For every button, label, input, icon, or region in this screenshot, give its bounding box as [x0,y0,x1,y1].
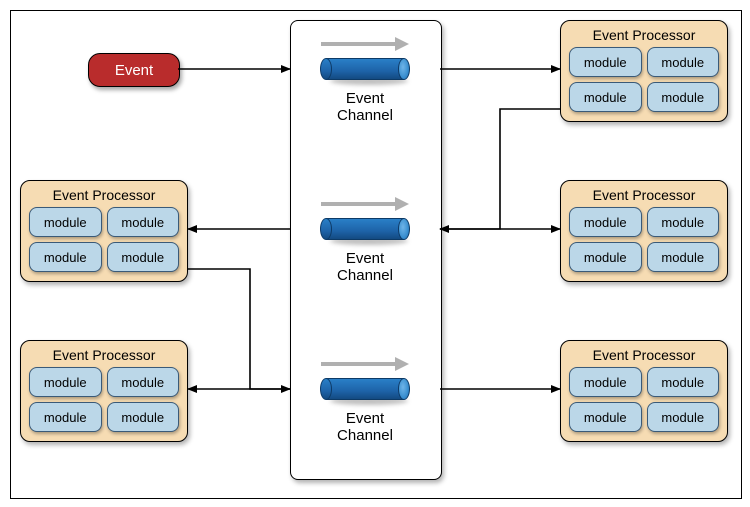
event-processor: Event Processormodulemodulemodulemodule [560,20,728,122]
module: module [107,367,180,397]
channel-label: EventChannel [300,90,430,125]
module: module [29,207,102,237]
flow-arrow-icon [321,357,409,371]
channel-cylinder [320,58,410,80]
event-processor: Event Processormodulemodulemodulemodule [560,180,728,282]
module: module [647,242,720,272]
module: module [569,242,642,272]
module: module [569,47,642,77]
module: module [569,402,642,432]
module-grid: modulemodulemodulemodule [569,47,719,112]
module-grid: modulemodulemodulemodule [29,367,179,432]
processor-title: Event Processor [569,347,719,363]
module-grid: modulemodulemodulemodule [569,207,719,272]
processor-title: Event Processor [569,187,719,203]
module: module [647,367,720,397]
event-processor: Event Processormodulemodulemodulemodule [560,340,728,442]
event-label: Event [115,62,153,79]
event-processor: Event Processormodulemodulemodulemodule [20,180,188,282]
module: module [647,207,720,237]
module-grid: modulemodulemodulemodule [569,367,719,432]
module: module [107,207,180,237]
module: module [29,242,102,272]
processor-title: Event Processor [29,347,179,363]
event-node: Event [88,53,180,87]
channel-cylinder [320,378,410,400]
module: module [29,402,102,432]
module: module [647,82,720,112]
module: module [569,82,642,112]
module-grid: modulemodulemodulemodule [29,207,179,272]
channel-label: EventChannel [300,250,430,285]
module: module [647,402,720,432]
channel-label: EventChannel [300,410,430,445]
module: module [569,367,642,397]
processor-title: Event Processor [569,27,719,43]
module: module [569,207,642,237]
flow-arrow-icon [321,197,409,211]
event-processor: Event Processormodulemodulemodulemodule [20,340,188,442]
module: module [107,402,180,432]
module: module [647,47,720,77]
flow-arrow-icon [321,37,409,51]
module: module [29,367,102,397]
module: module [107,242,180,272]
processor-title: Event Processor [29,187,179,203]
channel-cylinder [320,218,410,240]
